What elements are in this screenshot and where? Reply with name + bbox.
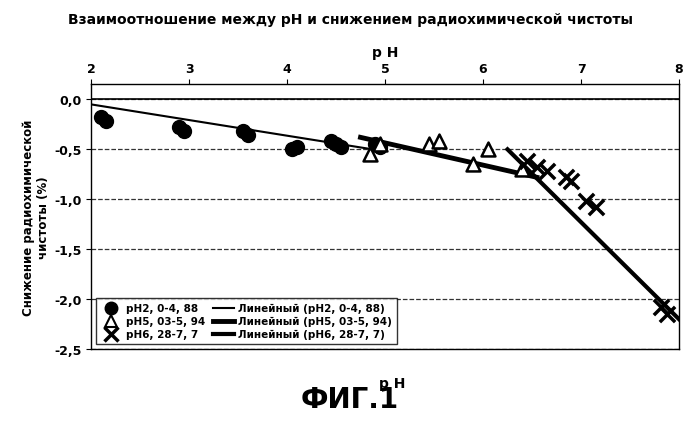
pH2, 0-4, 88	[291, 144, 302, 151]
pH5, 03-5, 94	[433, 138, 444, 145]
Line: Линейный (pH6, 28-7, 7): Линейный (pH6, 28-7, 7)	[508, 150, 679, 320]
pH6, 28-7, 7	[662, 311, 673, 318]
pH6, 28-7, 7	[580, 199, 592, 205]
pH2, 0-4, 88	[178, 129, 190, 135]
pH6, 28-7, 7	[541, 169, 552, 176]
pH5, 03-5, 94	[517, 167, 528, 173]
pH5, 03-5, 94	[482, 147, 493, 153]
pH2, 0-4, 88	[95, 115, 106, 121]
X-axis label: p H: p H	[372, 46, 398, 60]
pH6, 28-7, 7	[590, 204, 601, 211]
pH2, 0-4, 88	[100, 119, 111, 126]
pH5, 03-5, 94	[365, 152, 376, 158]
pH6, 28-7, 7	[531, 164, 542, 171]
pH5, 03-5, 94	[424, 141, 435, 148]
Линейный (pH6, 28-7, 7)	[675, 317, 683, 322]
pH6, 28-7, 7	[561, 175, 572, 181]
Text: ФИГ.1: ФИГ.1	[301, 385, 399, 413]
pH5, 03-5, 94	[468, 161, 479, 168]
pH2, 0-4, 88	[330, 141, 342, 148]
Legend: pH2, 0-4, 88, pH5, 03-5, 94, pH6, 28-7, 7, Линейный (pH2, 0-4, 88), Линейный (pH: pH2, 0-4, 88, pH5, 03-5, 94, pH6, 28-7, …	[96, 299, 397, 345]
Линейный (pH2, 0-4, 88)	[87, 103, 95, 108]
pH2, 0-4, 88	[286, 147, 297, 153]
pH2, 0-4, 88	[374, 144, 386, 151]
pH2, 0-4, 88	[174, 125, 185, 132]
pH6, 28-7, 7	[566, 178, 577, 185]
Линейный (pH2, 0-4, 88)	[381, 150, 389, 155]
pH6, 28-7, 7	[522, 158, 533, 165]
Линейный (pH5, 03-5, 94)	[356, 135, 365, 141]
pH2, 0-4, 88	[242, 132, 253, 139]
Line: Линейный (pH5, 03-5, 94): Линейный (pH5, 03-5, 94)	[360, 138, 537, 178]
pH2, 0-4, 88	[237, 129, 248, 135]
Линейный (pH6, 28-7, 7)	[503, 147, 512, 153]
pH5, 03-5, 94	[374, 141, 386, 148]
Text: Взаимоотношение между pH и снижением радиохимической чистоты: Взаимоотношение между pH и снижением рад…	[67, 13, 633, 27]
Y-axis label: Снижение радиохимической
чистоты (%): Снижение радиохимической чистоты (%)	[22, 119, 50, 315]
Линейный (pH5, 03-5, 94)	[533, 176, 541, 181]
Text: p H: p H	[379, 377, 405, 390]
Line: Линейный (pH2, 0-4, 88): Линейный (pH2, 0-4, 88)	[91, 105, 385, 152]
pH2, 0-4, 88	[326, 138, 337, 145]
pH2, 0-4, 88	[370, 141, 381, 148]
pH6, 28-7, 7	[656, 304, 667, 311]
pH2, 0-4, 88	[335, 144, 346, 151]
